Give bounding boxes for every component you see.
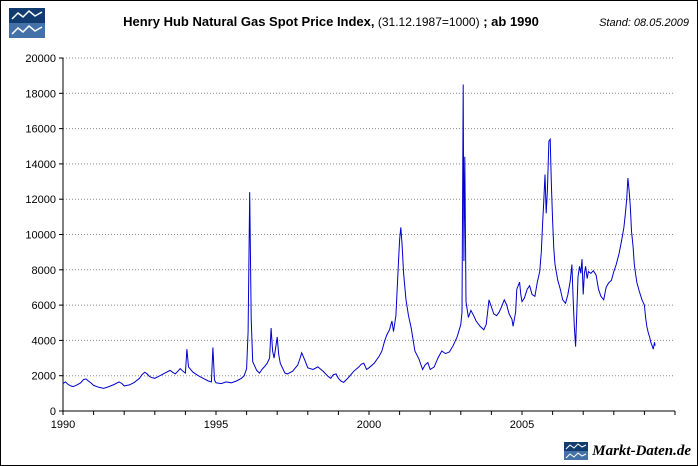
site-logo-icon bbox=[9, 8, 45, 38]
chart-title-main: Henry Hub Natural Gas Spot Price Index, bbox=[123, 14, 375, 29]
chart-title-range: ; ab 1990 bbox=[479, 14, 539, 29]
y-axis-tick-label: 8000 bbox=[32, 265, 56, 277]
y-axis-tick-label: 12000 bbox=[25, 194, 56, 206]
x-axis-tick-label: 2000 bbox=[357, 419, 381, 431]
y-axis-tick-label: 18000 bbox=[25, 88, 56, 100]
y-axis-tick-label: 4000 bbox=[32, 335, 56, 347]
chart-title: Henry Hub Natural Gas Spot Price Index, … bbox=[71, 14, 591, 29]
y-axis-tick-label: 2000 bbox=[32, 371, 56, 383]
y-axis-tick-label: 14000 bbox=[25, 159, 56, 171]
brand-name: Markt-Daten.de bbox=[592, 442, 691, 459]
y-axis-tick-label: 10000 bbox=[25, 230, 56, 242]
y-axis-tick-label: 20000 bbox=[25, 53, 56, 65]
x-axis-tick-label: 2005 bbox=[510, 419, 534, 431]
site-logo-icon-small bbox=[564, 442, 589, 460]
y-axis-tick-label: 0 bbox=[50, 406, 56, 418]
x-axis-tick-label: 1990 bbox=[51, 419, 75, 431]
as-of-date-label: Stand: 08.05.2009 bbox=[599, 17, 689, 29]
chart-title-base: (31.12.1987=1000) bbox=[374, 15, 480, 29]
y-axis-tick-label: 6000 bbox=[32, 300, 56, 312]
footer-brand: Markt-Daten.de bbox=[564, 442, 691, 460]
x-axis-tick-label: 1995 bbox=[204, 419, 228, 431]
price-line bbox=[62, 84, 656, 389]
y-axis-tick-label: 16000 bbox=[25, 124, 56, 136]
